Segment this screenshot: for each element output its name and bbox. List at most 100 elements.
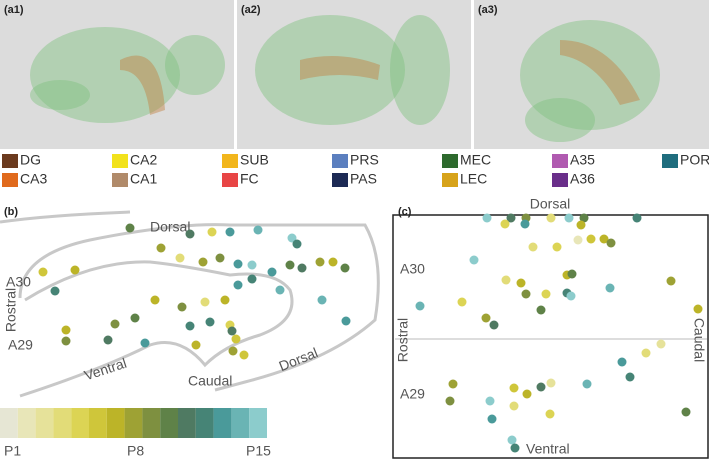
colorbar-cell: [17, 408, 36, 438]
colorbar-cell: [124, 408, 143, 438]
legend-swatch: [332, 154, 348, 168]
region-label: A29: [400, 386, 425, 402]
colorbar-cell: [71, 408, 89, 438]
colorbar-cell: [142, 408, 161, 438]
recording-dot: [681, 407, 691, 417]
recording-dot: [150, 295, 160, 305]
recording-dot: [489, 320, 499, 330]
legend-swatch: [332, 173, 348, 187]
colorbar-label: P15: [246, 443, 271, 459]
recording-dot: [521, 289, 531, 299]
recording-dot: [231, 334, 241, 344]
recording-dot: [156, 243, 166, 253]
recording-dot: [528, 242, 538, 252]
recording-dot: [481, 313, 491, 323]
recording-dot: [285, 260, 295, 270]
recording-dot: [599, 234, 609, 244]
recording-dot: [641, 348, 651, 358]
legend-label: SUB: [240, 152, 269, 168]
recording-dot: [579, 213, 589, 223]
render-a3: [474, 0, 709, 149]
recording-dot: [175, 253, 185, 263]
region-label: Caudal: [188, 373, 232, 389]
hippocampus-shapes: [120, 40, 640, 115]
colorbar-cell: [195, 408, 214, 438]
recording-dot: [582, 379, 592, 389]
recording-dot: [457, 297, 467, 307]
legend-swatch: [2, 173, 18, 187]
panel-label: (a1): [4, 4, 24, 16]
recording-dot: [205, 317, 215, 327]
brain-shapes: [30, 15, 660, 142]
dots-b: [38, 223, 351, 360]
recording-dot: [510, 443, 520, 453]
recording-dot: [482, 213, 492, 223]
legend: DG CA2 SUB PRS MEC A35 POR CA3 CA1 FC PAS LEC A36: [2, 152, 709, 187]
recording-dot: [200, 297, 210, 307]
recording-dot: [130, 313, 140, 323]
recording-dot: [506, 213, 516, 223]
recording-dot: [341, 316, 351, 326]
colorbar-cell: [249, 408, 267, 438]
colorbar-cell: [231, 408, 250, 438]
outline: [0, 210, 380, 398]
panel-label: (a3): [478, 4, 498, 16]
recording-dot: [567, 269, 577, 279]
recording-dot: [586, 234, 596, 244]
recording-dot: [546, 378, 556, 388]
recording-dot: [445, 396, 455, 406]
region-label: A30: [400, 261, 425, 277]
recording-dot: [317, 295, 327, 305]
region-label: Ventral: [82, 355, 128, 384]
legend-label: MEC: [460, 152, 491, 168]
region-label: Dorsal: [150, 219, 190, 235]
colorbar-cell: [35, 408, 54, 438]
legend-label: FC: [240, 171, 259, 187]
region-label: Rostral: [395, 318, 411, 362]
recording-dot: [693, 304, 703, 314]
recording-dot: [125, 223, 135, 233]
region-label: Dorsal: [530, 196, 570, 212]
colorbar-cell: [106, 408, 125, 438]
recording-dot: [198, 257, 208, 267]
legend-swatch: [112, 173, 128, 187]
recording-dot: [185, 229, 195, 239]
recording-dot: [177, 302, 187, 312]
recording-dot: [516, 278, 526, 288]
panel-label: (a2): [241, 4, 261, 16]
recording-dot: [509, 401, 519, 411]
recording-dot: [522, 389, 532, 399]
recording-dot: [225, 227, 235, 237]
colorbar-cell: [53, 408, 72, 438]
panel-label: (c): [398, 206, 412, 218]
recording-dot: [140, 338, 150, 348]
legend-label: PAS: [350, 171, 377, 187]
legend-swatch: [442, 154, 458, 168]
legend-label: CA2: [130, 152, 157, 168]
legend-label: PRS: [350, 152, 379, 168]
region-label: A30: [6, 274, 31, 290]
colorbar-cell: [213, 408, 232, 438]
legend-swatch: [662, 154, 678, 168]
recording-dot: [632, 213, 642, 223]
panel-label: (b): [4, 206, 18, 218]
recording-dot: [546, 213, 556, 223]
recording-dot: [448, 379, 458, 389]
recording-dot: [485, 396, 495, 406]
recording-dot: [220, 295, 230, 305]
recording-dot: [61, 336, 71, 346]
recording-dot: [500, 219, 510, 229]
recording-dot: [509, 383, 519, 393]
recording-dot: [103, 335, 113, 345]
recording-dot: [185, 321, 195, 331]
recording-dot: [617, 357, 627, 367]
legend-label: POR: [680, 152, 709, 168]
recording-dot: [520, 219, 530, 229]
colorbar-cell: [178, 408, 196, 438]
recording-dot: [61, 325, 71, 335]
recording-dot: [606, 238, 616, 248]
recording-dot: [564, 213, 574, 223]
render-a2: [237, 0, 471, 149]
recording-dot: [207, 227, 217, 237]
legend-swatch: [552, 173, 568, 187]
